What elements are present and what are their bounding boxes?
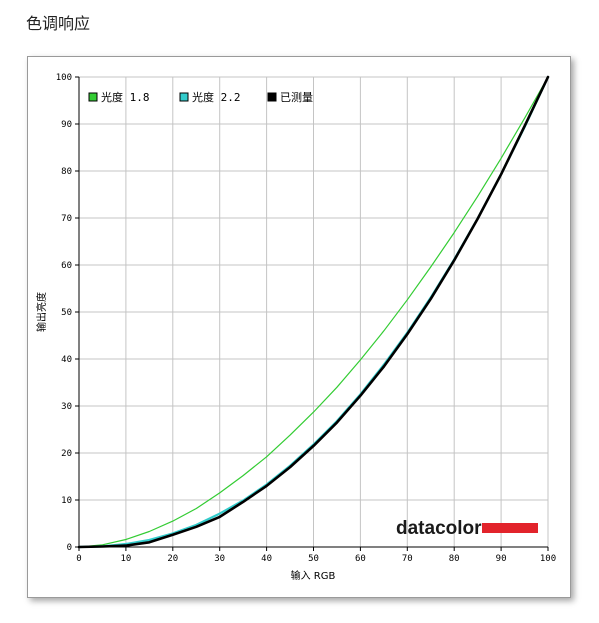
x-tick-label: 0	[76, 554, 81, 564]
y-tick-label: 80	[61, 167, 72, 177]
y-tick-label: 40	[61, 355, 72, 365]
grid	[79, 76, 549, 547]
y-tick-label: 30	[61, 402, 72, 412]
tone-response-chart: 0 10 20 30 40 50 60 70 80 90 100 0 10 20 30 40 50 60 70 80 9…	[35, 73, 556, 582]
page-title: 色调响应	[26, 14, 91, 33]
y-tick-label: 10	[61, 496, 72, 506]
series-lines	[77, 75, 550, 549]
y-tick-label: 100	[56, 73, 72, 83]
datacolor-logo: datacolor	[396, 518, 538, 539]
x-tick-label: 60	[355, 554, 366, 564]
x-tick-label: 40	[261, 554, 272, 564]
y-axis-title: 输出亮度	[35, 292, 48, 332]
series-line	[78, 76, 549, 548]
y-tick-label: 0	[67, 543, 72, 553]
series-line	[77, 75, 550, 549]
x-tick-label: 70	[402, 554, 413, 564]
datacolor-wordmark: datacolor	[396, 518, 482, 539]
x-tick-label: 30	[214, 554, 225, 564]
x-tick-label: 10	[120, 554, 131, 564]
legend-swatch	[88, 92, 98, 102]
y-tick-label: 50	[61, 308, 72, 318]
y-tick-label: 90	[61, 120, 72, 130]
axes: 0 10 20 30 40 50 60 70 80 90 100 0 10 20 30 40 50 60 70 80 9…	[56, 73, 556, 564]
y-tick-label: 70	[61, 214, 72, 224]
legend-swatch	[267, 92, 277, 102]
legend-swatch	[179, 92, 189, 102]
x-tick-label: 50	[308, 554, 319, 564]
x-axis-title: 输入 RGB	[291, 569, 336, 582]
x-tick-label: 80	[449, 554, 460, 564]
datacolor-red-bar	[482, 523, 538, 533]
x-tick-label: 20	[167, 554, 178, 564]
legend-label: 光度 2.2	[192, 90, 241, 104]
y-tick-label: 20	[61, 449, 72, 459]
y-tick-label: 60	[61, 261, 72, 271]
chart-panel: 0 10 20 30 40 50 60 70 80 90 100 0 10 20 30 40 50 60 70 80 9…	[27, 56, 571, 598]
legend: 光度 1.8 光度 2.2 已测量	[88, 90, 313, 104]
x-tick-label: 100	[540, 554, 556, 564]
legend-label: 已测量	[280, 91, 313, 104]
legend-label: 光度 1.8	[101, 90, 150, 104]
x-tick-label: 90	[496, 554, 507, 564]
